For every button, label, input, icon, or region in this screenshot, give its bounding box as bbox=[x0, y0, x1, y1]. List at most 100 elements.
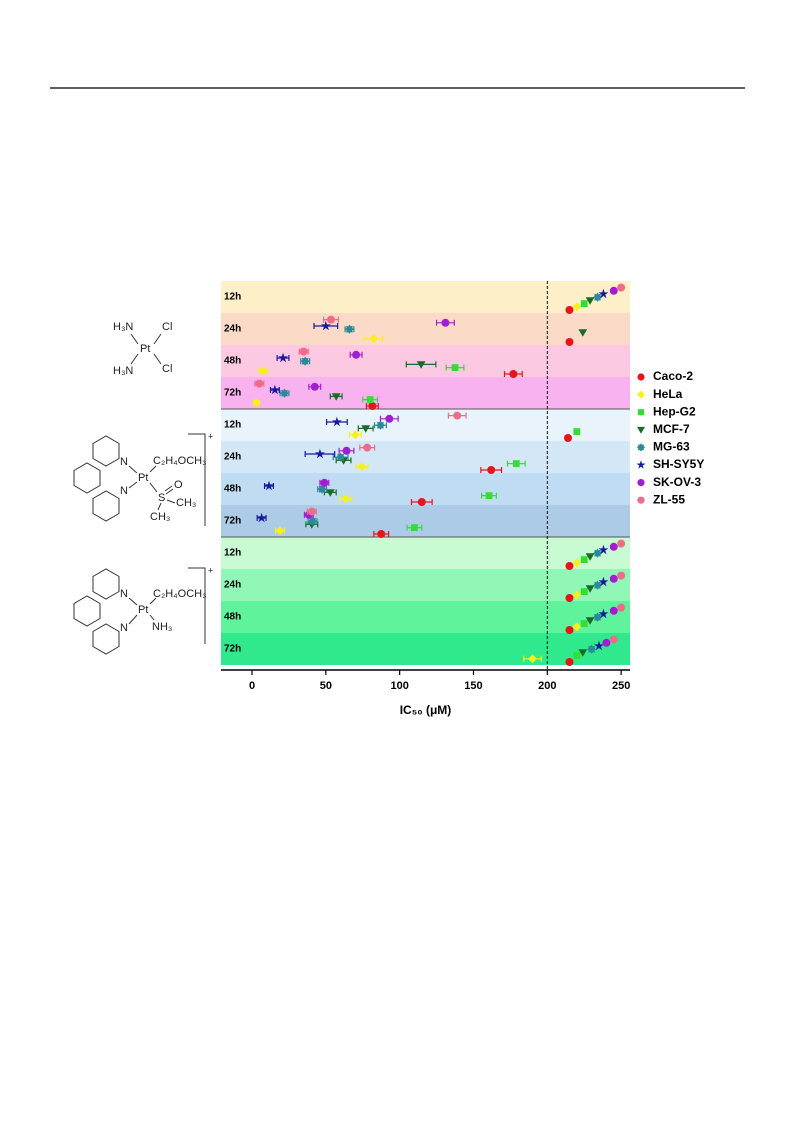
point bbox=[580, 620, 588, 627]
point bbox=[300, 356, 310, 366]
point bbox=[528, 654, 537, 664]
point bbox=[269, 384, 280, 395]
point bbox=[580, 556, 588, 563]
legend-marker bbox=[637, 390, 645, 399]
point bbox=[585, 553, 595, 561]
point bbox=[363, 443, 372, 452]
point bbox=[565, 338, 574, 346]
point bbox=[580, 300, 588, 307]
row-label: 48h bbox=[224, 484, 241, 495]
point bbox=[485, 492, 493, 499]
atom: C₂H₄OCH₃ bbox=[153, 588, 207, 600]
point bbox=[258, 366, 268, 376]
point bbox=[275, 526, 285, 536]
point bbox=[572, 590, 582, 600]
point bbox=[609, 606, 618, 615]
point bbox=[617, 571, 626, 580]
legend-marker bbox=[637, 373, 645, 381]
charge: + bbox=[208, 565, 213, 575]
point bbox=[592, 612, 603, 622]
row-label: 24h bbox=[224, 580, 241, 591]
row-label: 24h bbox=[224, 324, 241, 335]
atom: H₃N bbox=[113, 321, 133, 333]
ring bbox=[92, 435, 120, 467]
ring bbox=[73, 595, 101, 627]
legend-marker bbox=[636, 443, 646, 452]
point bbox=[617, 283, 626, 292]
point bbox=[598, 576, 609, 587]
row-band bbox=[221, 345, 630, 377]
point bbox=[609, 635, 618, 644]
legend-label: MCF-7 bbox=[653, 422, 690, 436]
ring bbox=[92, 490, 120, 522]
point bbox=[487, 466, 496, 474]
atom: O bbox=[174, 479, 183, 491]
point bbox=[264, 480, 274, 491]
point bbox=[278, 352, 288, 363]
legend-label: Hep-G2 bbox=[653, 404, 696, 418]
charge: + bbox=[208, 431, 213, 441]
point bbox=[585, 297, 595, 305]
point bbox=[416, 361, 426, 369]
point bbox=[565, 626, 574, 634]
bond bbox=[130, 333, 162, 365]
point bbox=[332, 416, 342, 427]
point bbox=[411, 524, 418, 531]
point bbox=[357, 462, 367, 472]
point bbox=[572, 558, 582, 568]
atom: C₂H₄OCH₃ bbox=[153, 455, 207, 467]
point bbox=[592, 292, 603, 302]
point bbox=[327, 315, 336, 324]
point bbox=[580, 588, 588, 595]
point bbox=[385, 414, 394, 423]
point bbox=[325, 489, 335, 497]
point bbox=[565, 562, 574, 570]
point bbox=[563, 434, 572, 442]
row-band bbox=[221, 281, 630, 313]
row-label: 48h bbox=[224, 612, 241, 623]
atom: Pt bbox=[140, 343, 150, 355]
atom: N bbox=[120, 588, 128, 600]
legend-label: SK-OV-3 bbox=[653, 475, 701, 489]
point bbox=[585, 617, 595, 625]
point bbox=[609, 542, 618, 551]
atom: CH₃ bbox=[176, 497, 196, 509]
atom: N bbox=[120, 622, 128, 634]
point bbox=[509, 370, 518, 378]
point bbox=[344, 324, 355, 334]
row-band bbox=[221, 633, 630, 665]
atom: CH₃ bbox=[150, 511, 170, 523]
row-label: 24h bbox=[224, 452, 241, 463]
x-tick-label: 0 bbox=[249, 680, 255, 692]
point bbox=[336, 452, 346, 462]
bond bbox=[128, 567, 206, 644]
legend-marker bbox=[637, 409, 645, 416]
atom: N bbox=[120, 456, 128, 468]
point bbox=[587, 644, 597, 654]
row-band bbox=[221, 313, 630, 345]
point bbox=[592, 580, 603, 590]
point bbox=[617, 539, 626, 548]
point bbox=[572, 302, 582, 312]
x-tick-label: 150 bbox=[464, 680, 482, 692]
point bbox=[565, 658, 574, 666]
bond bbox=[128, 433, 206, 526]
row-label: 12h bbox=[224, 548, 241, 559]
point bbox=[594, 640, 604, 651]
point bbox=[578, 329, 588, 337]
ring bbox=[73, 462, 101, 494]
legend-marker bbox=[637, 426, 645, 434]
x-tick-label: 50 bbox=[320, 680, 332, 692]
legend-label: SH-SY5Y bbox=[653, 457, 704, 471]
row-label: 72h bbox=[224, 388, 241, 399]
atom: Pt bbox=[138, 604, 148, 616]
atom: H₃N bbox=[113, 365, 133, 377]
point bbox=[351, 430, 360, 440]
row-band bbox=[221, 409, 630, 441]
atom: S bbox=[158, 492, 165, 504]
point bbox=[573, 428, 581, 435]
row-band bbox=[221, 601, 630, 633]
point bbox=[310, 382, 319, 391]
atom: Cl bbox=[162, 363, 172, 375]
